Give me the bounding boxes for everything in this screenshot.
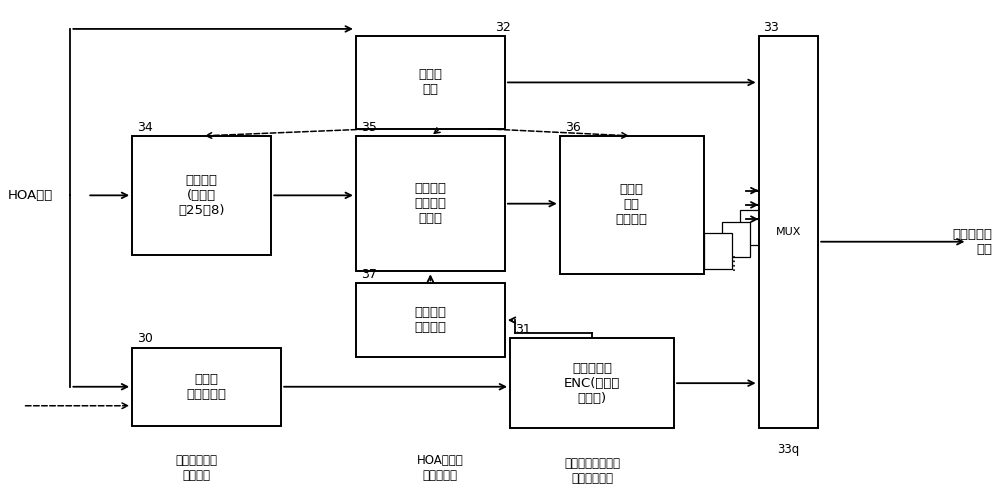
Text: 35: 35 [361, 121, 377, 133]
Text: 30: 30 [137, 332, 153, 345]
Bar [356, 136, 505, 272]
Text: 分层比特流
输出: 分层比特流 输出 [952, 228, 992, 256]
Bar [722, 221, 750, 257]
Bar [740, 210, 768, 246]
Text: 代码器
控制: 代码器 控制 [418, 68, 442, 96]
Text: 34: 34 [137, 121, 153, 133]
Text: 环绕立体
声解码器: 环绕立体 声解码器 [414, 306, 446, 334]
Text: 对残差信
号的预测
和计算: 对残差信 号的预测 和计算 [414, 182, 446, 225]
Bar [704, 233, 732, 269]
Text: 33: 33 [764, 21, 779, 33]
Text: 环绕声编解码器的
嵌入式比特流: 环绕声编解码器的 嵌入式比特流 [564, 457, 620, 485]
Text: 单声道
核心
编码器组: 单声道 核心 编码器组 [616, 184, 648, 226]
Text: MUX: MUX [776, 227, 801, 237]
Bar [510, 338, 674, 429]
Text: HOA内容的
环绕声混合: HOA内容的 环绕声混合 [417, 455, 464, 483]
Text: 31: 31 [515, 323, 531, 336]
Text: HOA内容: HOA内容 [8, 189, 53, 202]
Bar [356, 283, 505, 357]
Text: 33q: 33q [777, 443, 800, 456]
Bar [132, 347, 281, 426]
Text: 36: 36 [565, 121, 580, 133]
Bar [560, 136, 704, 274]
Text: 37: 37 [361, 268, 377, 281]
Text: 环绕立体声
ENC(可向后
兼容的): 环绕立体声 ENC(可向后 兼容的) [564, 362, 620, 405]
Text: 32: 32 [495, 21, 511, 33]
Text: 渲染为
环绕立体声: 渲染为 环绕立体声 [187, 373, 227, 401]
Text: 维度降低
(比如，
从25到8): 维度降低 (比如， 从25到8) [178, 174, 225, 217]
Text: 可选的：原始
声音对象: 可选的：原始 声音对象 [176, 455, 218, 483]
Bar [356, 36, 505, 129]
Bar [132, 136, 271, 255]
Bar [759, 36, 818, 429]
